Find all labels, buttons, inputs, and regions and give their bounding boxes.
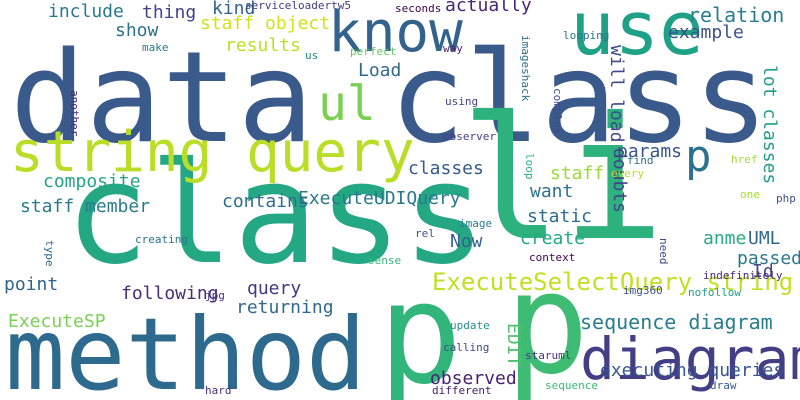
word-point: point [4,274,59,295]
word-actually: actually [445,0,532,16]
word-observer: observer [443,130,496,143]
word-nofollow: nofollow [688,286,741,299]
word-executeudiquery: ExecuteUDIQuery [298,188,461,209]
word-data-class: data class [10,24,769,171]
word-executesp: ExecuteSP [8,311,106,332]
word-php: php [776,192,796,205]
word-relation: relation [688,3,785,27]
word-class: class [65,133,487,296]
word-indefinitely: indefinitely [703,269,783,282]
word-creating: creating [135,233,188,246]
word-observed: observed [430,368,517,389]
word-will-load: will load [606,45,627,143]
word-contains: contains [222,191,309,212]
word-thing: thing [142,2,197,23]
word-want: want [530,181,574,202]
word-staff-object: staff object [200,13,331,34]
word-string-query: string query [10,120,415,185]
word-staff-member: staff member [20,196,151,217]
word-make: make [142,41,169,54]
word-loop: loop [523,153,536,180]
word-show: show [115,20,159,41]
word-p-large: p [378,253,463,400]
word-complex: complex [551,88,564,135]
word-another: another [68,90,81,137]
word-seconds: seconds [395,2,442,15]
word-using: using [445,95,479,108]
word-params: params [617,141,683,162]
word-context: context [529,251,576,264]
word-find: find [627,154,654,167]
word-rel: rel [415,227,435,240]
word-anme: anme [703,228,747,249]
word-method: method [5,296,367,400]
word-looping: looping [563,29,610,42]
word-create: create [520,228,586,249]
word-way: way [443,42,463,55]
word-staff: staff [550,163,605,184]
word-kind: kind [212,0,256,19]
word-img360: img360 [623,284,663,297]
word-calling: calling [443,341,490,354]
word-p-small: p [685,131,712,182]
word-load: Load [358,60,402,81]
word-uml: UML [748,228,781,249]
word-id: Id [752,261,774,282]
word-perfect: perfect [350,45,397,58]
word-following: following [121,283,219,304]
word-us: us [305,49,319,62]
word-example: example [668,22,744,43]
word-diagram: diagram [580,325,800,393]
word-ul: ul [318,76,376,132]
word-image: image [459,217,493,230]
word-sequence: sequence [545,379,598,392]
word-different: different [432,384,492,397]
word-query: query [247,278,302,299]
word-include: include [48,1,124,22]
word-classes: classes [408,158,484,179]
word-hard: hard [205,384,232,397]
word-know: know [328,0,463,65]
word-executing-queries: executing queries [600,360,785,381]
word-now: Now [450,231,483,252]
word-passed: passed [737,248,800,269]
word-update: update [450,319,490,332]
word-sense: sense [368,254,402,267]
word-results: results [225,35,301,56]
word-imageshack: imageshack [519,35,532,102]
word-sequence-diagram: sequence diagram [580,310,773,334]
word-returning: returning [236,297,334,318]
word-executeselectquery-string: ExecuteSelectQuery string [432,268,794,296]
word-type: type [43,240,56,267]
word-li: li [460,81,665,279]
word-static: static [527,206,593,227]
word-lot-classes: lot classes [759,65,780,185]
word-need: need [657,238,670,265]
word-doubts: doubts [609,148,630,214]
word-edit: EDIT [503,323,524,367]
word-use: use [570,0,704,72]
word-jpg: jpg [205,289,225,302]
word-href: href [731,153,758,166]
word-one: one [740,188,760,201]
word-staruml: staruml [525,349,572,362]
word-every: every [611,167,645,180]
word-p-green: p [505,243,590,400]
word-serviceloadertw5: serviceloadertw5 [245,0,351,12]
word-draw: draw [710,379,737,392]
word-composite: composite [43,171,141,192]
